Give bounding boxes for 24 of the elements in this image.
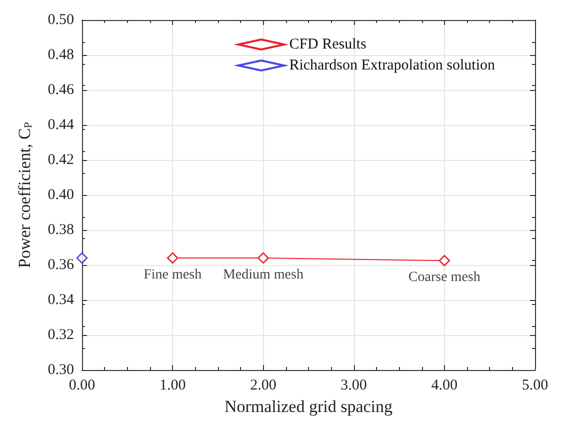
y-tick-label: 0.44 xyxy=(48,117,74,133)
x-tick-label: 2.00 xyxy=(250,378,276,394)
x-tick-label: 0.00 xyxy=(68,378,96,394)
y-axis-title: Power coefficient, CP xyxy=(15,122,34,268)
y-tick-label: 0.42 xyxy=(48,152,74,168)
annotation: Fine mesh xyxy=(144,268,202,282)
x-tick-label: 3.00 xyxy=(340,378,367,394)
annotation: Medium mesh xyxy=(222,268,304,282)
x-axis-title: Normalized grid spacing xyxy=(224,397,394,416)
x-tick-label: 4.00 xyxy=(431,378,458,394)
y-tick-label: 0.30 xyxy=(48,362,74,378)
y-tick-label: 0.36 xyxy=(48,257,74,273)
y-tick-label: 0.46 xyxy=(48,82,74,98)
y-tick-label: 0.48 xyxy=(48,47,74,63)
y-tick-label: 0.40 xyxy=(48,187,74,203)
y-tick-label: 0.38 xyxy=(48,222,74,238)
y-tick-label: 0.50 xyxy=(48,12,74,28)
y-tick-label: 0.34 xyxy=(48,292,74,308)
y-tick-label: 0.32 xyxy=(48,327,74,343)
annotation: Coarse mesh xyxy=(408,270,480,286)
x-tick-label: 1.00 xyxy=(159,378,186,394)
x-tick-label: 5.00 xyxy=(522,378,548,394)
legend-label: CFD Results xyxy=(289,36,366,52)
legend-label: Richardson Extrapolation solution xyxy=(289,58,496,74)
